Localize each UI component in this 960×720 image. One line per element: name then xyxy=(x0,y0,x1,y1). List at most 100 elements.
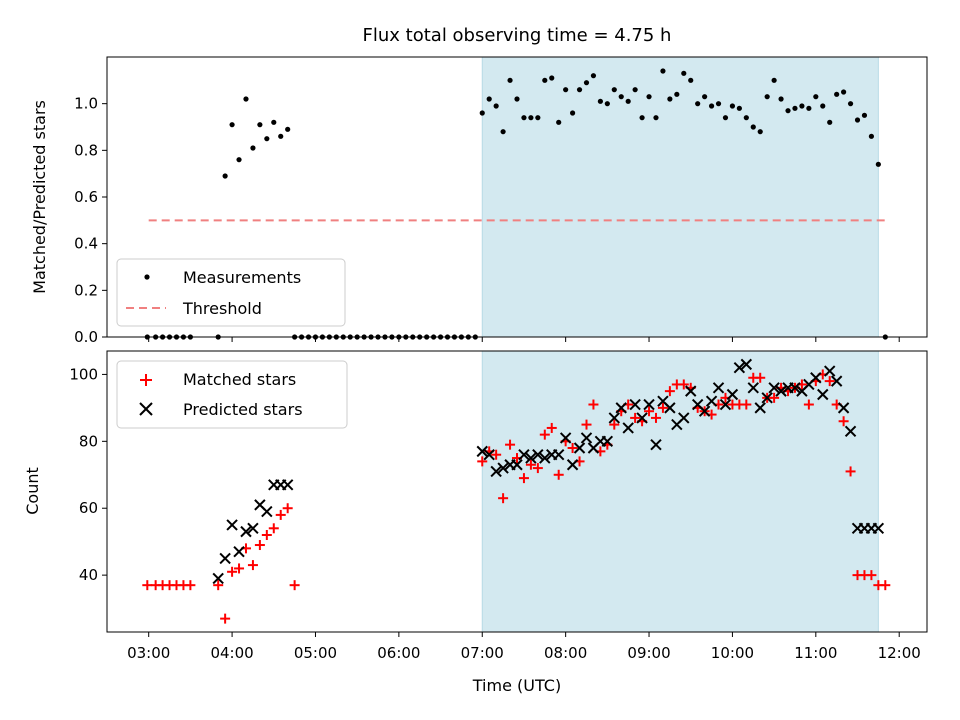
predicted-star-point xyxy=(476,445,488,458)
matched-star-point xyxy=(880,580,891,591)
matched-star-point xyxy=(213,580,224,591)
measurement-point xyxy=(674,91,680,97)
predicted-star-point xyxy=(844,425,857,437)
legend-measurements-marker xyxy=(144,274,150,280)
matched-star-point xyxy=(845,466,856,477)
matched-star-point xyxy=(142,580,153,591)
measurement-point xyxy=(729,103,736,109)
measurement-point xyxy=(590,73,597,79)
measurement-point xyxy=(278,133,284,139)
predicted-star-point xyxy=(511,459,523,471)
matched-star-point xyxy=(824,376,835,387)
predicted-star-point xyxy=(650,438,662,451)
measurement-point xyxy=(285,126,291,132)
predicted-star-point xyxy=(219,552,231,565)
measurement-point xyxy=(708,103,715,109)
predicted-star-point xyxy=(518,448,530,461)
bottom-legend: Matched stars Predicted stars xyxy=(116,360,348,429)
bottom-y-axis-label: Count xyxy=(23,467,42,515)
bottom-y-tick-label: 100 xyxy=(69,365,98,383)
predicted-star-point xyxy=(719,398,732,411)
measurement-point xyxy=(688,77,694,83)
measurement-point xyxy=(750,124,756,130)
predicted-star-point xyxy=(830,375,843,387)
matched-star-point xyxy=(741,399,752,410)
measurement-point xyxy=(764,94,770,100)
measurement-point xyxy=(806,105,812,111)
predicted-star-point xyxy=(580,432,593,444)
matched-star-point xyxy=(553,469,564,480)
bottom-x-tick-label: 07:00 xyxy=(461,644,504,662)
measurement-point xyxy=(875,161,881,167)
predicted-star-point xyxy=(615,402,627,414)
measurement-point xyxy=(618,94,624,100)
measurement-point xyxy=(229,122,235,128)
predicted-star-point xyxy=(726,388,739,401)
predicted-star-point xyxy=(629,398,641,411)
predicted-star-point xyxy=(740,358,753,371)
predicted-star-point xyxy=(601,435,614,448)
top-y-tick-label: 1.0 xyxy=(74,95,98,113)
measurement-point xyxy=(563,87,569,93)
measurement-points xyxy=(144,68,888,340)
measurement-point xyxy=(771,77,777,83)
matched-star-point xyxy=(227,566,238,577)
top-axis-ticks: 0.0 0.2 0.4 0.6 0.8 1.0 xyxy=(74,95,900,346)
bottom-x-tick-label: 05:00 xyxy=(294,644,337,662)
predicted-star-point xyxy=(754,402,766,414)
measurement-point xyxy=(597,98,603,104)
legend-matched-label: Matched stars xyxy=(183,370,296,389)
legend-predicted-marker xyxy=(139,402,153,416)
matched-star-point xyxy=(664,386,675,397)
measurement-point xyxy=(820,103,826,109)
measurement-point xyxy=(535,115,541,121)
bottom-x-tick-label: 12:00 xyxy=(878,644,921,662)
predicted-star-point xyxy=(705,395,718,407)
measurement-point xyxy=(722,115,729,121)
matched-star-point xyxy=(567,443,578,454)
bottom-x-tick-label: 06:00 xyxy=(377,644,420,662)
bottom-x-tick-label: 10:00 xyxy=(711,644,754,662)
measurement-point xyxy=(715,101,722,107)
matched-star-point xyxy=(581,419,592,430)
predicted-star-point xyxy=(281,479,294,491)
bottom-x-tick-label: 11:00 xyxy=(794,644,837,662)
measurement-point xyxy=(757,129,763,135)
measurement-point xyxy=(646,94,652,100)
top-y-tick-label: 0.6 xyxy=(74,188,98,206)
matched-star-point xyxy=(678,379,689,390)
matched-star-point xyxy=(630,412,641,423)
matched-star-point xyxy=(185,580,196,591)
measurement-point xyxy=(236,157,242,163)
measurement-point xyxy=(827,119,833,125)
matched-star-point xyxy=(650,412,661,423)
top-y-tick-label: 0.2 xyxy=(74,281,98,299)
measurement-point xyxy=(569,110,576,116)
predicted-star-point xyxy=(539,452,551,464)
matched-star-point xyxy=(275,509,286,520)
matched-star-point xyxy=(838,416,849,427)
measurement-point xyxy=(556,119,562,125)
bottom-x-tick-label: 03:00 xyxy=(127,644,170,662)
legend-predicted-label: Predicted stars xyxy=(183,400,303,419)
bottom-plot-frame xyxy=(106,350,928,633)
predicted-star-point xyxy=(712,382,725,394)
matched-star-point xyxy=(282,503,293,514)
matched-star-point xyxy=(261,529,272,540)
measurement-point xyxy=(778,96,784,102)
measurement-point xyxy=(576,87,583,93)
measurement-point xyxy=(479,110,485,116)
predicted-star-point xyxy=(552,448,565,461)
bottom-x-tick-label: 04:00 xyxy=(210,644,253,662)
measurement-point xyxy=(847,101,854,107)
legend-matched-marker xyxy=(140,374,152,386)
top-y-tick-label: 0.0 xyxy=(74,328,98,346)
predicted-star-point xyxy=(678,412,690,424)
x-axis-label: Time (UTC) xyxy=(472,676,561,695)
matched-star-point xyxy=(234,563,245,574)
predicted-star-point xyxy=(817,388,829,401)
measurement-point xyxy=(611,87,617,93)
predicted-star-point xyxy=(733,362,746,374)
matched-star-point xyxy=(505,439,516,450)
measurement-point xyxy=(271,119,277,125)
